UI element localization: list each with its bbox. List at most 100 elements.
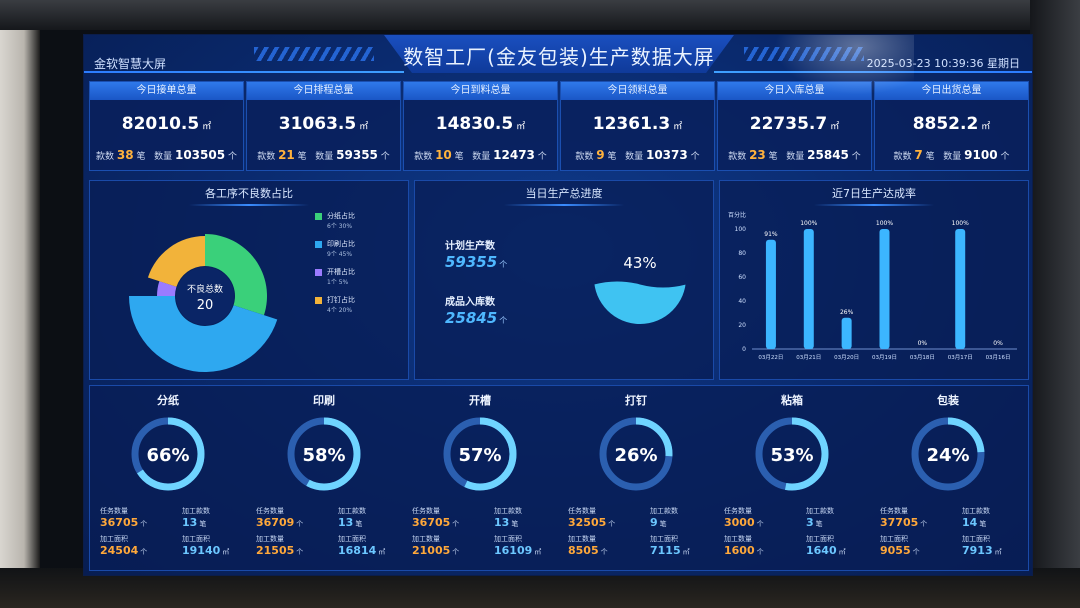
bar-value-label: 0% [993,340,1003,347]
legend-name: 分纸占比 [327,212,355,220]
process-name: 打钉 [625,394,647,407]
legend-swatch [315,297,322,304]
bar [803,229,814,349]
process-card: 开槽 57% 任务数量 36705 个 加工款数 13 笔加工数量 21005 个 加工面积 1610… [402,386,558,572]
process-card: 粘箱 53% 任务数量 3000 个 加工款数 3 笔加工数量 1600 个 加工面积 1640 ㎡ [714,386,870,572]
bar-value-label: 100% [800,220,817,227]
stat-area: 加工面积 16109 ㎡ [494,535,542,557]
ring-percent: 26% [614,445,657,466]
donut-hole [176,267,234,325]
page-title: 数智工厂(金友包装)生产数据大屏 [403,45,715,69]
environment-left [0,0,40,608]
kpi-sub: 款数 38 笔 数量 103505 个 [96,148,237,162]
donut-center-value: 20 [197,298,214,313]
process-card: 印刷 58% 任务数量 36709 个 加工款数 13 笔加工数量 21505 个 加工面积 1681… [246,386,402,572]
donut-slice [157,281,177,296]
stat-area: 加工面积 1640 ㎡ [806,535,846,557]
x-tick-label: 03月21日 [796,354,821,361]
ring-progress [911,417,985,491]
process-card: 分纸 66% 任务数量 36705 个 加工款数 13 笔加工面积 24504 个 加工面积 1914… [90,386,246,572]
ring-progress [287,417,361,491]
donut-slice [205,234,267,316]
kpi-value: 14830.5 ㎡ [435,114,526,134]
stat-done: 加工面积 24504 个 [100,535,148,557]
ring-percent: 66% [146,445,189,466]
header-line-left [84,71,404,73]
x-tick-label: 03月16日 [986,354,1011,361]
kpi-title: 今日出货总量 [875,82,1028,100]
y-tick-label: 80 [738,250,746,257]
legend-name: 印刷占比 [327,240,355,248]
done-label: 成品入库数 [445,297,495,308]
kpi-value: 8852.2 ㎡ [912,114,991,134]
kpi-value: 82010.5 ㎡ [121,114,212,134]
donut-center-label: 不良总数 [187,283,223,295]
stat-area: 加工面积 7913 ㎡ [962,535,1002,557]
kpi-title: 今日入库总量 [718,82,871,100]
stat-area: 加工面积 19140 ㎡ [182,535,230,557]
bar-value-label: 91% [764,231,778,238]
stat-task: 任务数量 32505 个 [568,507,616,529]
environment-right [1030,0,1080,608]
stat-ok: 加工款数 13 笔 [182,507,210,529]
ring-percent: 53% [770,445,813,466]
kpi-title: 今日排程总量 [247,82,400,100]
stat-ok: 加工款数 9 笔 [650,507,678,529]
ring-percent: 58% [302,445,345,466]
kpi-sub: 款数 23 笔 数量 25845 个 [728,148,861,162]
environment-top [0,0,1080,30]
bar-value-label: 100% [876,220,893,227]
kpi-title: 今日到料总量 [404,82,557,100]
datetime: 2025-03-23 10:39:36 星期日 [866,57,1020,70]
plan-label: 计划生产数 [445,241,495,252]
stat-area: 加工面积 7115 ㎡ [650,535,690,557]
legend-name: 打钉占比 [327,296,355,304]
x-tick-label: 03月19日 [872,354,897,361]
donut-slice [129,296,278,372]
header-line-right [714,71,1032,73]
progress-gauge: 43% [594,254,686,324]
achievement-bar-chart: 百分比 0 20 40 60 80 100 91% 03月22日 100% 03月21日 26% 03月… [728,211,1017,361]
kpi-value: 31063.5 ㎡ [278,114,369,134]
ring-progress [599,417,673,491]
kpi-sub: 款数 21 笔 数量 59355 个 [257,148,390,162]
process-name: 开槽 [469,394,491,407]
process-ring: 57% [443,417,517,491]
stat-task: 任务数量 36705 个 [412,507,460,529]
kpi-title: 今日接单总量 [90,82,243,100]
stat-ok: 加工款数 3 笔 [806,507,834,529]
process-ring: 24% [911,417,985,491]
stat-done: 加工数量 21505 个 [256,535,304,557]
defect-panel-title: 各工序不良数占比 [90,185,408,206]
legend-detail: 1个 5% [327,279,349,286]
process-ring: 53% [755,417,829,491]
y-tick-label: 20 [738,322,746,329]
legend-swatch [315,213,322,220]
legend-item: 印刷占比 9个 45% [315,239,395,267]
kpi-sub: 款数 10 笔 数量 12473 个 [414,148,547,162]
bar-value-label: 26% [840,309,854,316]
donut-slice [147,236,205,287]
legend-item: 打钉占比 4个 20% [315,295,395,323]
bar [841,317,852,349]
process-card: 打钉 26% 任务数量 32505 个 加工款数 9 笔加工数量 8505 个 加工面积 7115 ㎡ [558,386,714,572]
defect-donut-chart: 不良总数 20 [129,234,278,372]
process-row: 分纸 66% 任务数量 36705 个 加工款数 13 笔加工面积 24504 个 加工面积 1914… [89,385,1029,571]
y-tick-label: 0 [742,346,746,353]
y-tick-label: 60 [738,274,746,281]
legend-swatch [315,241,322,248]
progress-panel-title: 当日生产总进度 [415,185,713,206]
stat-area: 加工面积 16814 ㎡ [338,535,386,557]
header-decoration-right [744,47,864,61]
stat-done: 加工数量 8505 个 [568,535,608,557]
gauge-fill [594,281,686,324]
process-ring: 58% [287,417,361,491]
brand-name: 金软智慧大屏 [94,57,167,71]
y-tick-label: 100 [735,226,747,233]
kpi-value: 22735.7 ㎡ [749,114,840,134]
stat-ok: 加工款数 13 笔 [494,507,522,529]
progress-panel: 当日生产总进度 计划生产数 59355 个 成品入库数 25845 个 43% [414,180,714,380]
